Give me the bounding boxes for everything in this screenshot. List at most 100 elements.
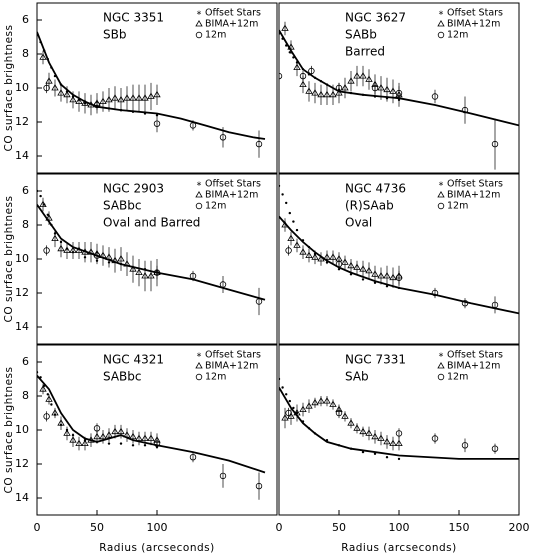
bima-point (69, 436, 77, 443)
bima-point (389, 87, 397, 94)
bima-point (63, 246, 71, 253)
bima-point (129, 265, 137, 272)
offset-star (279, 377, 281, 381)
x-tick-label: 0 (276, 521, 283, 534)
twelve-m-point (299, 72, 307, 80)
legend-label: BIMA+12m (205, 361, 258, 372)
model-line (37, 375, 266, 474)
twelve-m-point (93, 425, 101, 432)
legend-label: Offset Stars (447, 179, 503, 190)
panel-annotation: Oval and Barred (103, 216, 200, 230)
x-axis-label: Radius (arcseconds) (341, 542, 456, 554)
legend-label: 12m (205, 30, 226, 41)
x-tick-label: 100 (147, 521, 168, 534)
bima-point (305, 251, 313, 258)
bima-point (63, 429, 71, 436)
panel-title: NGC 4736 (345, 182, 406, 196)
twelve-m-point (431, 435, 439, 442)
twelve-m-point (371, 84, 379, 92)
panel-annotation: Oval (345, 216, 372, 230)
panel-annotation: SABbc (103, 199, 142, 213)
bima-point (323, 90, 331, 98)
bima-point (329, 253, 337, 260)
offset-star (295, 228, 299, 232)
twelve-m-point (43, 84, 50, 92)
legend-marker (195, 361, 203, 369)
x-axis-label: Radius (arcseconds) (99, 542, 214, 554)
twelve-m-point (255, 482, 263, 490)
legend-label: 12m (447, 201, 468, 212)
panel-title: NGC 2903 (103, 182, 164, 196)
y-tick-label: 12 (15, 457, 29, 470)
legend-label: Offset Stars (205, 350, 261, 361)
offset-star (361, 450, 365, 454)
offset-star (39, 194, 42, 198)
bima-point (329, 90, 337, 98)
legend-label: 12m (205, 201, 226, 212)
bima-point (377, 83, 385, 91)
legend-marker (437, 19, 445, 27)
offset-star (361, 278, 365, 281)
x-tick-label: 150 (449, 521, 470, 534)
twelve-m-point (308, 67, 315, 75)
x-tick-label: 0 (34, 521, 41, 534)
legend-label: 12m (447, 30, 468, 41)
legend-marker: * (439, 352, 444, 363)
panel-title: NGC 7331 (345, 353, 406, 367)
bima-point (45, 77, 53, 84)
panel-annotation: SAb (345, 370, 369, 384)
bima-point (383, 437, 391, 445)
offset-star (385, 456, 389, 459)
twelve-m-point (189, 454, 197, 461)
twelve-m-point (43, 247, 50, 254)
panel-annotation: SABb (345, 28, 377, 42)
twelve-m-point (153, 120, 161, 127)
legend-marker (437, 361, 445, 369)
bima-point (105, 431, 113, 438)
offset-star (288, 399, 291, 403)
twelve-m-point (219, 134, 227, 141)
plot-frame (278, 173, 520, 345)
bima-point (383, 85, 391, 93)
x-tick-label: 100 (389, 521, 410, 534)
bima-point (51, 234, 59, 241)
y-tick-label: 12 (15, 115, 29, 128)
y-tick-label: 6 (22, 13, 29, 26)
offset-star (373, 452, 377, 455)
bima-point (371, 432, 379, 440)
x-tick-label: 50 (90, 521, 104, 534)
bima-point (141, 434, 149, 441)
legend-marker (437, 190, 445, 198)
panel-title: NGC 4321 (103, 353, 164, 367)
bima-point (57, 89, 65, 96)
offset-star (37, 189, 39, 193)
bima-point (117, 95, 125, 103)
twelve-m-point (255, 140, 263, 148)
bima-point (365, 429, 373, 436)
x-tick-label: 200 (509, 521, 530, 534)
bima-point (99, 432, 107, 440)
panel-annotation: SBb (103, 28, 126, 42)
offset-star (292, 406, 295, 410)
offset-star (285, 201, 288, 205)
twelve-m-point (461, 442, 469, 449)
twelve-m-point (285, 247, 292, 254)
model-line (37, 204, 266, 301)
bima-point (99, 97, 107, 104)
bima-point (299, 80, 307, 87)
legend-label: Offset Stars (205, 179, 261, 190)
model-line (37, 31, 266, 140)
bima-point (111, 94, 119, 101)
bima-point (57, 419, 65, 426)
offset-star (292, 220, 295, 223)
offset-star (288, 51, 291, 54)
y-tick-label: 14 (15, 320, 29, 333)
model-line (279, 29, 519, 127)
bima-point (111, 427, 119, 435)
bima-point (341, 412, 349, 419)
bima-point (123, 94, 131, 101)
bima-point (293, 63, 301, 70)
twelve-m-point (335, 409, 343, 417)
offset-star (119, 442, 123, 445)
